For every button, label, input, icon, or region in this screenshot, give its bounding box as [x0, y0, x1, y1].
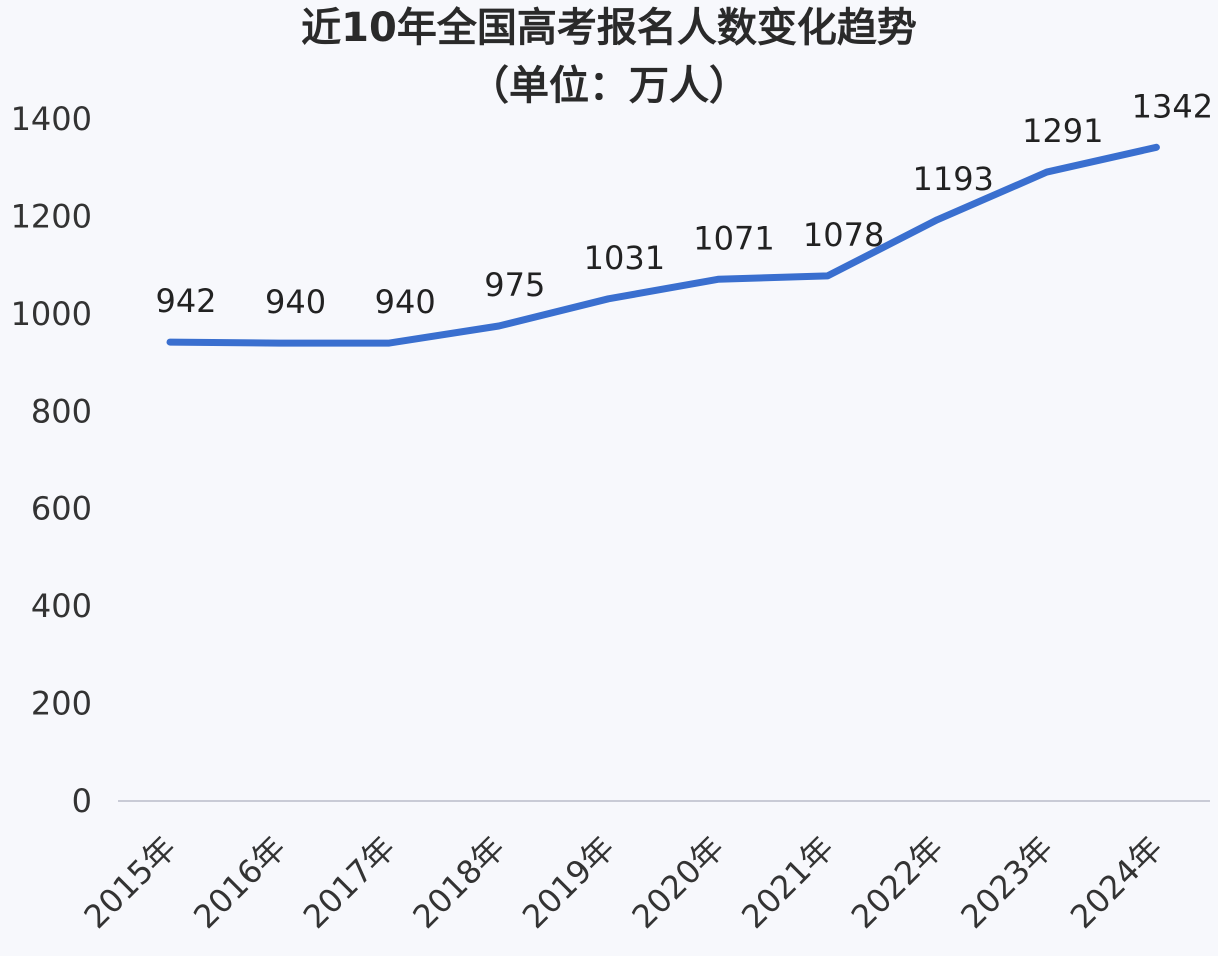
x-category-label: 2018年 [405, 829, 512, 936]
y-tick-label: 400 [31, 587, 92, 625]
x-category-label: 2015年 [77, 829, 184, 936]
data-label: 1193 [912, 160, 993, 198]
x-category-label: 2017年 [296, 829, 403, 936]
data-label: 940 [265, 283, 326, 321]
y-tick-label: 1400 [11, 100, 92, 138]
chart-subtitle: （单位：万人） [469, 63, 749, 109]
x-category-label: 2024年 [1063, 829, 1170, 936]
y-tick-label: 600 [31, 490, 92, 528]
data-label: 942 [155, 282, 216, 320]
y-tick-label: 800 [31, 392, 92, 430]
x-axis-categories: 2015年 2016年 2017年 2018年 2019年 2020年 2021年 2022年… [77, 829, 1170, 936]
data-label: 975 [484, 266, 545, 304]
data-label: 1031 [584, 239, 665, 277]
y-axis-ticks: 0 200 400 600 800 1000 1200 1400 [11, 100, 92, 820]
x-category-label: 2021年 [734, 829, 841, 936]
x-category-label: 2022年 [844, 829, 951, 936]
x-category-label: 2019年 [515, 829, 622, 936]
data-labels: 942 940 940 975 1031 1071 1078 1193 1291 1342 [155, 87, 1213, 321]
x-category-label: 2020年 [625, 829, 732, 936]
data-label: 1291 [1022, 112, 1103, 150]
chart-title: 近10年全国高考报名人数变化趋势 [301, 5, 917, 51]
x-category-label: 2016年 [186, 829, 293, 936]
y-tick-label: 1000 [11, 295, 92, 333]
y-tick-label: 1200 [11, 197, 92, 235]
y-tick-label: 200 [31, 685, 92, 723]
x-category-label: 2023年 [953, 829, 1060, 936]
data-label: 940 [375, 283, 436, 321]
series-line [166, 143, 1160, 347]
data-label: 1078 [803, 216, 884, 254]
data-label: 1342 [1132, 87, 1213, 125]
data-label: 1071 [693, 219, 774, 257]
y-tick-label: 0 [72, 782, 92, 820]
